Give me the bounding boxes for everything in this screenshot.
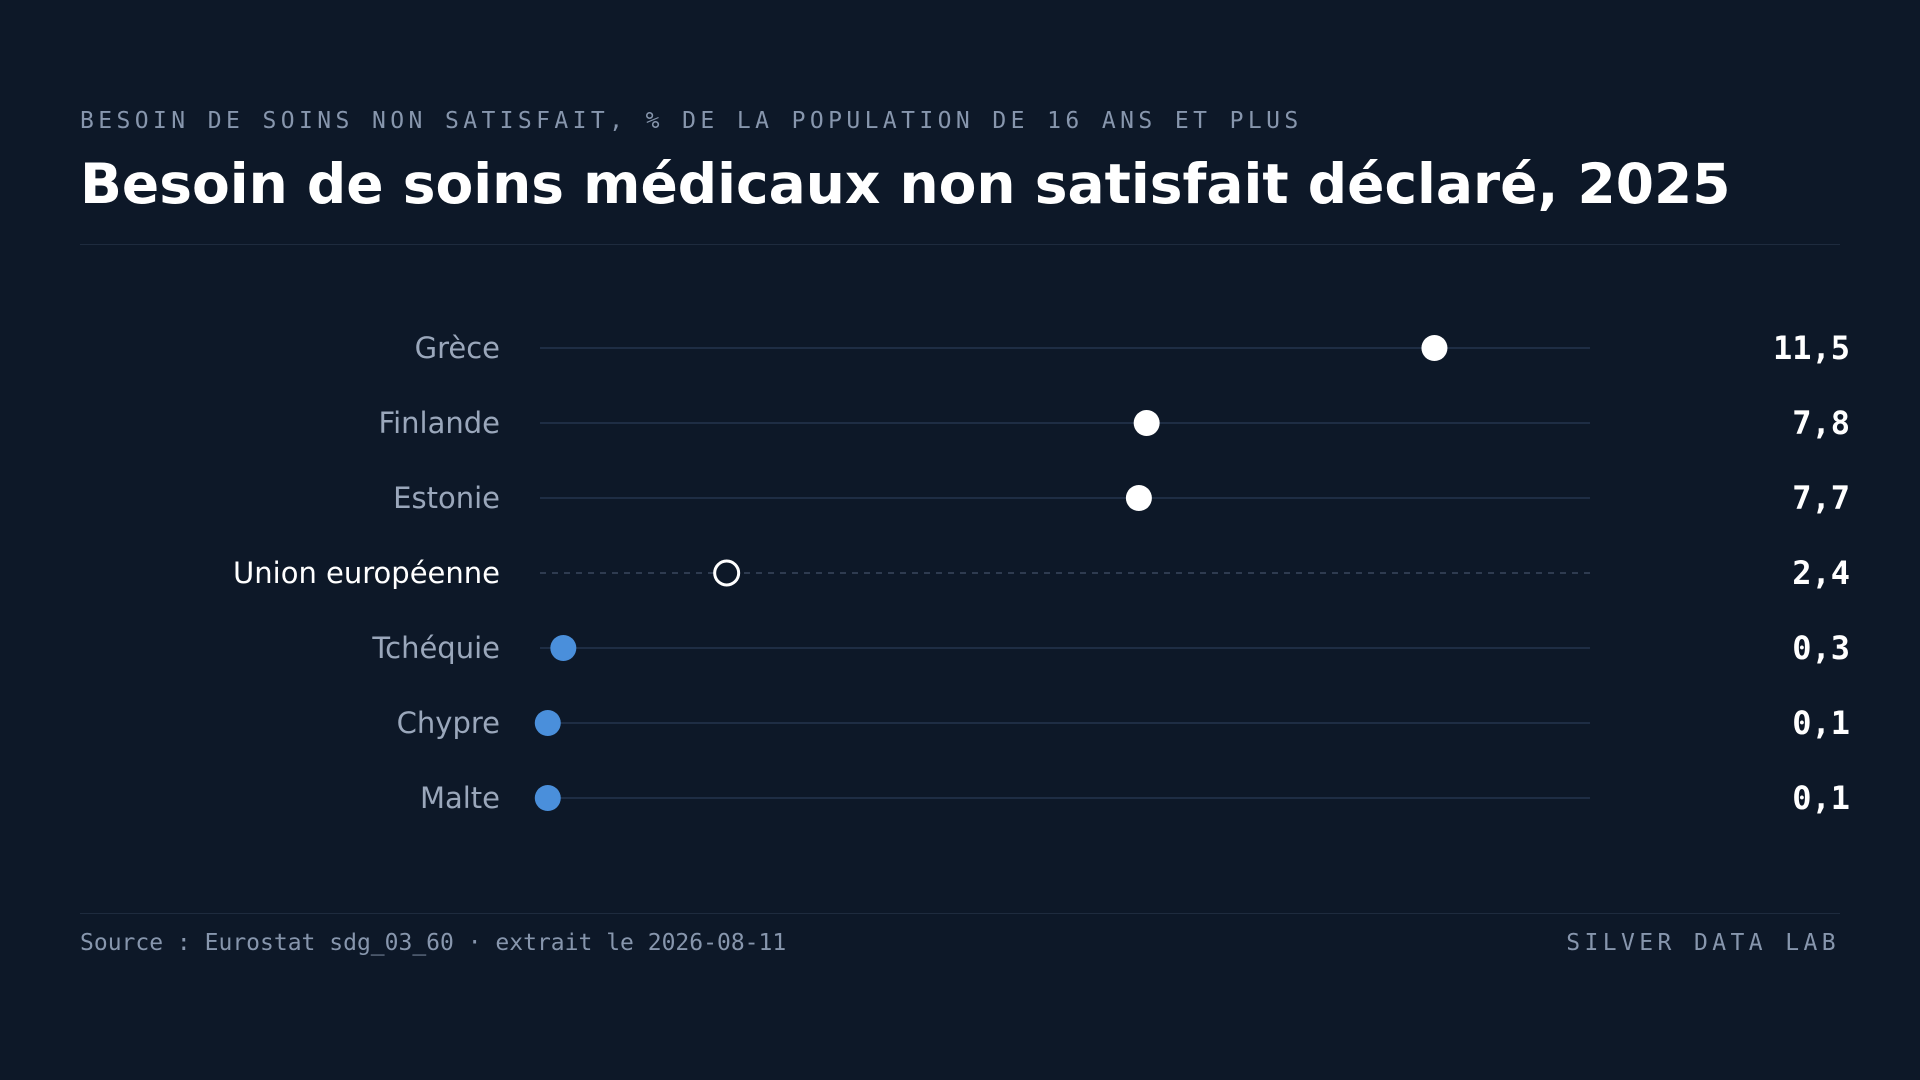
data-point bbox=[1421, 335, 1448, 361]
chart-title: Besoin de soins médicaux non satisfait d… bbox=[80, 152, 1731, 216]
data-point bbox=[1133, 410, 1160, 436]
category-label: Tchéquie bbox=[371, 631, 500, 665]
value-label: 2,4 bbox=[1792, 554, 1850, 592]
source-note: Source : Eurostat sdg_03_60 · extrait le… bbox=[80, 930, 787, 956]
category-label: Chypre bbox=[397, 706, 500, 740]
header-divider bbox=[80, 244, 1840, 245]
data-point bbox=[1125, 485, 1152, 511]
data-point bbox=[534, 710, 561, 736]
category-label: Estonie bbox=[393, 481, 500, 515]
category-label: Malte bbox=[420, 781, 500, 815]
data-point bbox=[534, 785, 561, 811]
value-label: 0,3 bbox=[1792, 629, 1850, 667]
chart-kicker: BESOIN DE SOINS NON SATISFAIT, % DE LA P… bbox=[80, 108, 1303, 134]
footer-divider bbox=[80, 913, 1840, 914]
value-label: 7,7 bbox=[1792, 479, 1850, 517]
data-point bbox=[550, 635, 577, 661]
category-label: Union européenne bbox=[233, 556, 500, 590]
category-label: Grèce bbox=[415, 331, 500, 365]
value-label: 0,1 bbox=[1792, 704, 1850, 742]
value-label: 0,1 bbox=[1792, 779, 1850, 817]
brand-label: SILVER DATA LAB bbox=[1566, 930, 1840, 956]
category-label: Finlande bbox=[379, 406, 500, 440]
value-label: 7,8 bbox=[1792, 404, 1850, 442]
reference-marker bbox=[713, 559, 741, 587]
value-label: 11,5 bbox=[1773, 329, 1850, 367]
